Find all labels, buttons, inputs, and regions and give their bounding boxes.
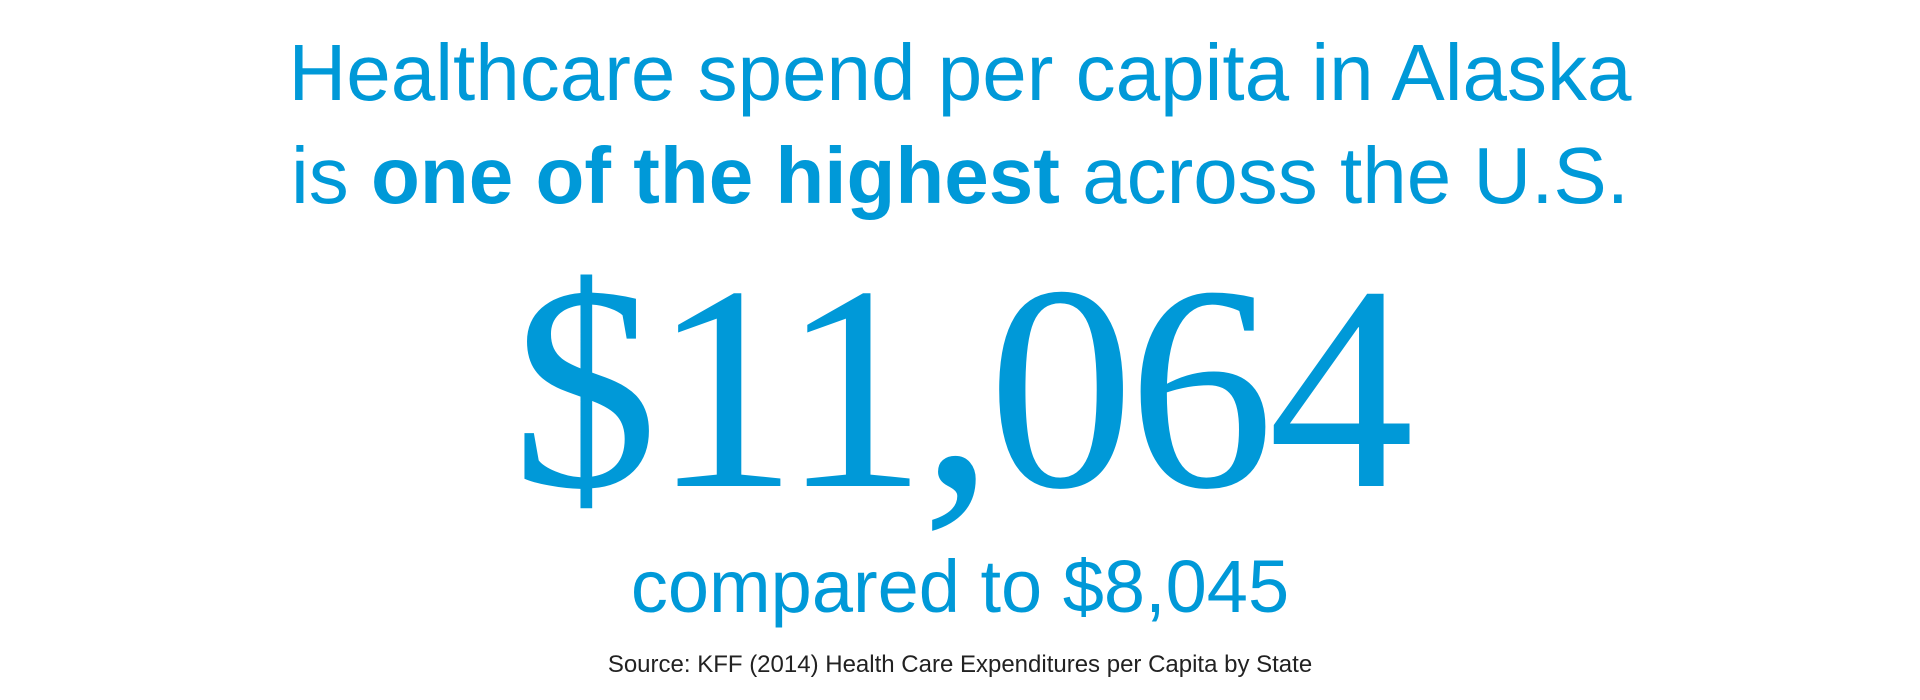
headline-start: is xyxy=(291,131,349,220)
headline-line2: is one of the highest across the U.S. xyxy=(291,131,1629,220)
headline-emphasis: one of the highest xyxy=(371,131,1060,220)
big-value: $11,064 xyxy=(512,227,1410,550)
headline-line1: Healthcare spend per capita in Alaska xyxy=(288,28,1632,117)
comparison: compared to $8,045 xyxy=(631,545,1289,628)
source-note: Source: KFF (2014) Health Care Expenditu… xyxy=(608,651,1312,678)
headline-end: across the U.S. xyxy=(1082,131,1629,220)
